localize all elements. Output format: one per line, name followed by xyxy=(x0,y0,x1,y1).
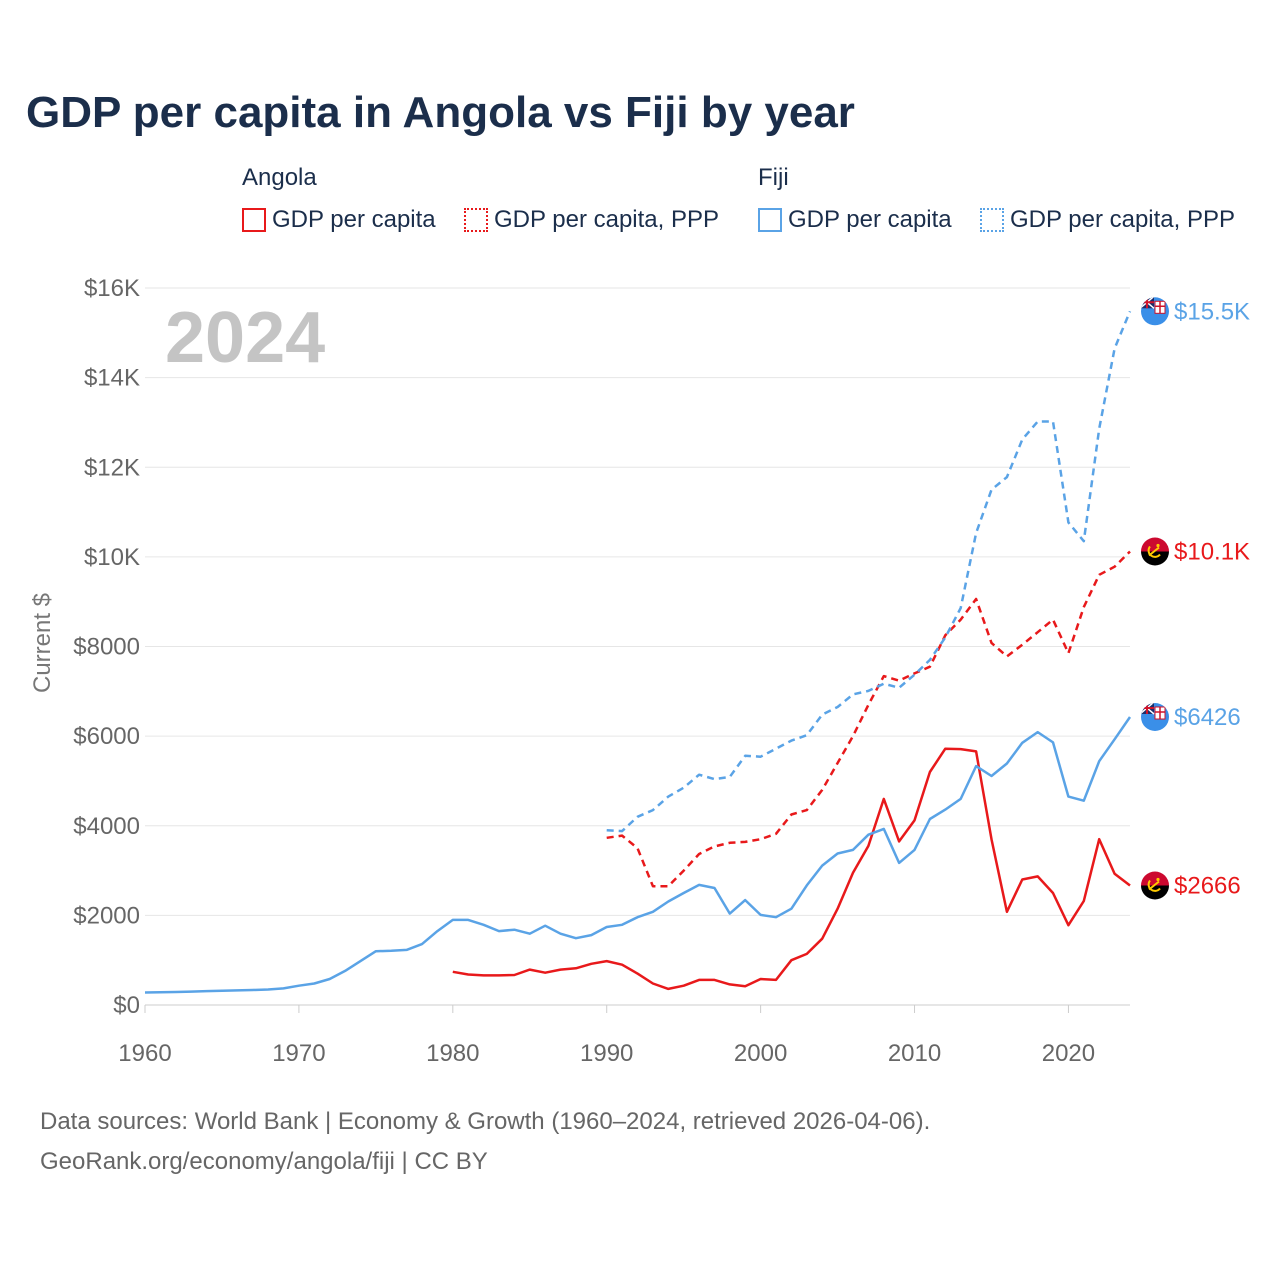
end-markers: $2666 $10.1K $6426 $15.5K xyxy=(1141,297,1250,900)
footer-sources: Data sources: World Bank | Economy & Gro… xyxy=(40,1108,931,1135)
legend-swatch-solid-blue xyxy=(758,208,782,232)
year-watermark: 2024 xyxy=(165,298,325,378)
footer-credit[interactable]: GeoRank.org/economy/angola/fiji | CC BY xyxy=(40,1148,488,1175)
x-tick-label: 1970 xyxy=(272,1040,325,1067)
y-tick-label: $14K xyxy=(84,365,140,392)
fiji-flag-icon xyxy=(1141,703,1169,731)
legend-item-angola-gdp[interactable]: GDP per capita xyxy=(242,206,436,234)
legend-swatch-dotted-red xyxy=(464,208,488,232)
x-tick-label: 2020 xyxy=(1042,1040,1095,1067)
x-tick-label: 2010 xyxy=(888,1040,941,1067)
legend-label: GDP per capita xyxy=(788,206,952,233)
y-tick-label: $6000 xyxy=(73,723,140,750)
end-value-label: $15.5K xyxy=(1174,298,1250,325)
end-value-label: $10.1K xyxy=(1174,539,1250,566)
series-line-angola-gdp-per-capita[interactable] xyxy=(452,747,1131,991)
y-tick-label: $16K xyxy=(84,275,140,302)
y-tick-label: $4000 xyxy=(73,813,140,840)
x-tick-label: 1990 xyxy=(580,1040,633,1067)
end-value-label: $6426 xyxy=(1174,704,1241,731)
angola-flag-icon xyxy=(1141,537,1169,566)
legend-swatch-dotted-blue xyxy=(980,208,1004,232)
fiji-flag-icon xyxy=(1141,297,1169,326)
chart-title: GDP per capita in Angola vs Fiji by year xyxy=(26,88,855,137)
y-tick-label: $12K xyxy=(84,454,140,481)
angola-flag-icon xyxy=(1141,871,1169,900)
x-tick-label: 1980 xyxy=(426,1040,479,1067)
series-line-fiji-gdp-per-capita-ppp[interactable] xyxy=(606,310,1132,833)
x-axis-ticks: 1960 1970 1980 1990 2000 2010 2020 xyxy=(118,1005,1095,1067)
y-tick-label: $10K xyxy=(84,544,140,571)
y-axis-ticks: $0 $2000 $4000 $6000 $8000 $10K $12K $14K $16K xyxy=(73,275,140,1019)
gridlines xyxy=(145,287,1130,1006)
series-line-fiji-gdp-per-capita[interactable] xyxy=(144,716,1132,994)
legend-group-fiji: Fiji xyxy=(758,164,789,191)
y-tick-label: $0 xyxy=(113,992,140,1019)
end-value-label: $2666 xyxy=(1174,873,1241,900)
legend-label: GDP per capita, PPP xyxy=(494,206,719,233)
y-tick-label: $2000 xyxy=(73,902,140,929)
series-lines xyxy=(144,310,1132,994)
legend-label: GDP per capita xyxy=(272,206,436,233)
legend-swatch-solid-red xyxy=(242,208,266,232)
x-tick-label: 2000 xyxy=(734,1040,787,1067)
legend-label: GDP per capita, PPP xyxy=(1010,206,1235,233)
legend-item-angola-ppp[interactable]: GDP per capita, PPP xyxy=(464,206,719,234)
y-axis-label: Current $ xyxy=(29,593,56,693)
legend-item-fiji-ppp[interactable]: GDP per capita, PPP xyxy=(980,206,1235,234)
y-tick-label: $8000 xyxy=(73,634,140,661)
legend-group-angola: Angola xyxy=(242,164,317,191)
x-tick-label: 1960 xyxy=(118,1040,171,1067)
legend-item-fiji-gdp[interactable]: GDP per capita xyxy=(758,206,952,234)
